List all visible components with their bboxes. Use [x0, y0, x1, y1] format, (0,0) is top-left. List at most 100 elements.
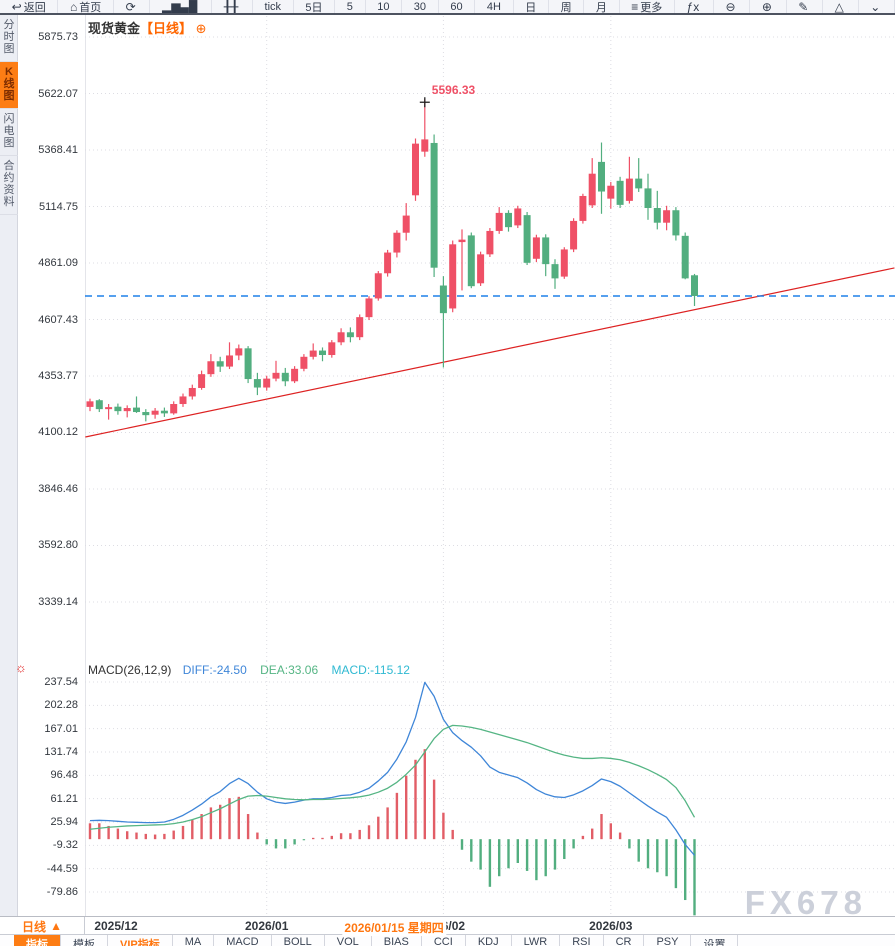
interval-10-button[interactable]: 10	[366, 0, 403, 13]
shape-triangle-icon[interactable]: △	[823, 0, 859, 13]
toolbar-item-label: tick	[264, 0, 282, 13]
zoom-in-icon[interactable]: ⊕	[750, 0, 787, 13]
macd-axis-label: 25.94	[50, 816, 78, 828]
indicator-tab-BOLL[interactable]: BOLL	[272, 935, 325, 946]
price-axis-label: 4861.09	[38, 257, 78, 269]
more-icon: ≡	[631, 0, 639, 13]
macd-axis-label: 167.01	[44, 722, 78, 735]
candlestick-chart[interactable]	[85, 16, 895, 661]
interval-30-button[interactable]: 30	[402, 0, 439, 13]
toolbar-item-label: 首页	[79, 1, 102, 14]
chevron-up-icon: ▲	[50, 919, 62, 933]
zoom-out-icon: ⊖	[725, 0, 736, 13]
interval-5-button[interactable]: 5	[335, 0, 366, 13]
price-axis-label: 5114.75	[39, 200, 78, 213]
sidebar-tab-4[interactable]: 合约资料	[0, 156, 18, 215]
fx-indicator-icon[interactable]: ƒx	[675, 0, 714, 13]
indicator-tab-PSY[interactable]: PSY	[644, 935, 692, 946]
toolbar-item-label: 30	[413, 0, 427, 13]
chart-title: 现货黄金【日线】 ⊕	[88, 18, 207, 37]
indicator-tab-KDJ[interactable]: KDJ	[466, 935, 512, 946]
indicator-tab-指标[interactable]: 指标	[14, 935, 61, 946]
toolbar-item-label: 10	[377, 0, 390, 13]
zoom-in-icon: ⊕	[761, 0, 772, 13]
price-axis-label: 3339.14	[38, 595, 78, 608]
clipped-tool-icon[interactable]: ⌄	[859, 0, 895, 13]
toolbar-item-label: 返回	[23, 1, 46, 14]
toolbar: ↩ 返回 ⌂ 首页 ⟳ ▂▆▄█ ╂╂ tick 5日 5 10 30 60 4H 日周月 ≡ 更多 ƒx ⊖ ⊕ ✎ △…	[0, 0, 895, 15]
home-icon: ⌂	[70, 0, 78, 13]
toolbar-item-label: 5日	[305, 1, 323, 14]
period-tag: 【日线】	[140, 21, 193, 36]
line-chart-icon: ▂▆▄█	[161, 0, 198, 13]
macd-header: MACD(26,12,9) DIFF:-24.50 DEA:33.06 MACD…	[88, 663, 410, 677]
panel-left-border	[85, 15, 86, 916]
toolbar-item-label: 周	[560, 1, 572, 14]
interval-tick-button[interactable]: tick	[253, 0, 294, 13]
indicator-tab-CCI[interactable]: CCI	[422, 935, 466, 946]
home-button[interactable]: ⌂ 首页	[58, 0, 114, 13]
draw-line-icon: ✎	[798, 0, 809, 13]
interval-4h-button[interactable]: 4H	[475, 0, 514, 13]
toolbar-item-label: 月	[595, 1, 607, 14]
symbol-name: 现货黄金	[88, 21, 141, 36]
indicator-tab-BIAS[interactable]: BIAS	[372, 935, 422, 946]
macd-axis-label: 96.48	[50, 769, 78, 782]
draw-line-icon[interactable]: ✎	[787, 0, 823, 13]
back-button[interactable]: ↩ 返回	[0, 0, 59, 14]
price-axis-label: 5368.41	[38, 144, 78, 156]
interval-week-button[interactable]: 周	[549, 0, 585, 14]
toolbar-item-label: 日	[525, 1, 537, 14]
indicator-tab-模板[interactable]: 模板	[61, 935, 108, 946]
interval-60-button[interactable]: 60	[439, 0, 476, 13]
crosshair-date-label: 2026/01/15 星期四	[342, 919, 446, 936]
indicator-tab-VIP指标[interactable]: VIP指标	[108, 935, 173, 946]
macd-axis-label: -9.32	[52, 839, 78, 852]
indicator-tab-设置[interactable]: 设置	[691, 935, 739, 946]
toolbar-item-label: 60	[450, 0, 463, 13]
period-selector-label: 日线	[22, 919, 47, 934]
macd-diff-value: DIFF:-24.50	[182, 663, 247, 677]
watermark: FX678	[744, 884, 867, 921]
indicator-tab-MACD[interactable]: MACD	[214, 935, 272, 946]
indicator-settings-icon[interactable]: ☼	[15, 660, 27, 675]
indicator-tab-LWR[interactable]: LWR	[512, 935, 561, 946]
date-label: 2025/12	[94, 919, 138, 933]
interval-5d-button[interactable]: 5日	[294, 0, 336, 14]
price-axis-label: 3592.80	[38, 539, 78, 552]
toolbar-item-label: 5	[346, 0, 353, 13]
refresh-icon[interactable]: ⟳	[114, 0, 151, 13]
more-button[interactable]: ≡ 更多	[620, 0, 675, 13]
candlestick-icon[interactable]: ╂╂	[212, 0, 253, 13]
interval-month-button[interactable]: 月	[584, 0, 620, 14]
line-chart-icon[interactable]: ▂▆▄█	[150, 0, 213, 13]
indicator-tab-MA[interactable]: MA	[173, 935, 215, 946]
price-axis-label: 5622.07	[38, 87, 78, 100]
price-axis-label: 5875.73	[38, 31, 78, 43]
add-overlay-icon[interactable]: ⊕	[195, 21, 207, 36]
date-label: 2026/01	[244, 919, 289, 933]
price-axis-label: 3846.46	[38, 482, 78, 495]
macd-title: MACD(26,12,9)	[88, 663, 172, 677]
back-icon: ↩	[11, 0, 22, 13]
date-axis: 日线 ▲ 2025/122026/012026/022026/032026/01…	[0, 916, 895, 936]
indicator-tab-VOL[interactable]: VOL	[325, 935, 372, 946]
sidebar-tab-3[interactable]: 闪电图	[0, 109, 18, 156]
macd-axis-label: -79.86	[46, 886, 78, 898]
interval-day-button[interactable]: 日	[514, 0, 549, 13]
period-selector[interactable]: 日线 ▲	[0, 917, 85, 935]
clipped-tool-icon: ⌄	[870, 0, 881, 13]
sidebar-tab-1[interactable]: 分时图	[0, 15, 18, 62]
indicator-tabbar: 指标 模板 VIP指标 MA MACD BOLL VOL BIAS CCI KDJ LWR RSI CR…	[0, 935, 895, 946]
zoom-out-icon[interactable]: ⊖	[714, 0, 751, 13]
price-axis-label: 4607.43	[38, 313, 78, 326]
macd-axis-label: 61.21	[50, 792, 78, 805]
indicator-tab-CR[interactable]: CR	[604, 935, 645, 946]
macd-dea-value: DEA:33.06	[260, 663, 319, 677]
indicator-tab-RSI[interactable]: RSI	[560, 935, 604, 946]
macd-axis-label: 131.74	[44, 746, 78, 758]
macd-chart[interactable]	[85, 661, 895, 916]
toolbar-item-label: 4H	[486, 0, 501, 13]
